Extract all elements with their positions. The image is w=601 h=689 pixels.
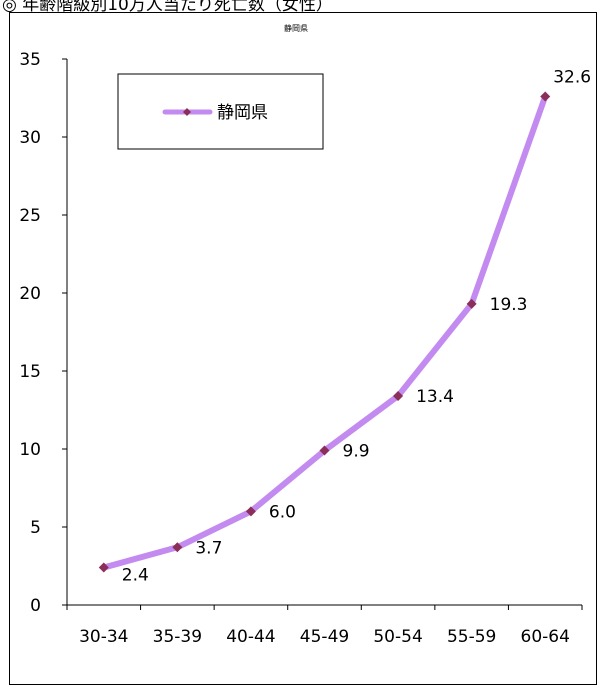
x-tick-label: 60-64 [521,627,570,647]
y-tick-label: 5 [30,518,41,538]
y-axis-ticks: 0 5 10 15 20 25 30 35 [19,50,67,616]
legend-marker-swatch [183,108,191,116]
x-tick-label: 35-39 [153,627,202,647]
x-tick-label: 45-49 [300,627,349,647]
y-tick-label: 35 [19,50,41,70]
data-label: 3.7 [195,538,222,558]
axes [66,59,582,606]
y-tick-label: 0 [30,596,41,616]
line-chart: 静岡県 0 5 10 15 20 25 30 35 30-34 35-39 40-44 45-49 5… [19,23,591,647]
data-label: 13.4 [416,387,454,407]
legend-label-shizuoka: 静岡県 [217,103,268,123]
data-label: 2.4 [122,566,149,586]
data-label: 19.3 [490,295,528,315]
data-point-marker [245,506,256,517]
series-layer: 2.4 3.7 6.0 9.9 13.4 19.3 32.6 [98,67,591,586]
y-tick-label: 30 [19,128,41,148]
data-point-marker [466,298,477,309]
data-label: 6.0 [269,502,296,522]
chart-frame: 静岡県 0 5 10 15 20 25 30 35 30-34 35-39 40-44 45-49 5… [9,12,597,685]
y-tick-label: 25 [19,206,41,226]
legend-box [117,73,324,150]
x-axis-ticks: 30-34 35-39 40-44 45-49 50-54 55-59 60-64 [66,605,583,647]
x-tick-label: 55-59 [447,627,496,647]
y-tick-label: 10 [19,440,41,460]
data-point-marker [540,91,551,102]
x-tick-label: 40-44 [226,627,275,647]
data-label: 9.9 [343,442,370,462]
page-header: ◎ 年齢階級別10万人当たり死亡数（女性） [2,0,333,15]
data-point-marker [319,445,330,456]
legend: 静岡県 [117,73,324,150]
x-tick-label: 30-34 [79,627,128,647]
data-label: 32.6 [553,67,591,87]
x-tick-label: 50-54 [373,627,422,647]
data-point-marker [393,390,404,401]
y-tick-label: 15 [19,362,41,382]
series-line-shizuoka [100,93,549,571]
y-tick-label: 20 [19,284,41,304]
data-point-marker [98,562,109,573]
data-point-marker [172,542,183,553]
chart-title: 静岡県 [284,23,308,33]
